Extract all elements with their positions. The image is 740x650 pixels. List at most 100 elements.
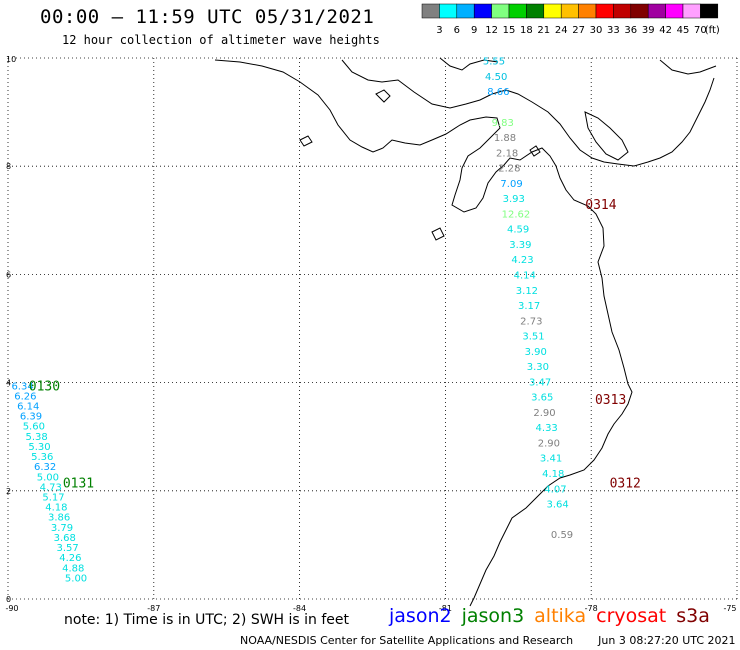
track-west-swh-label: 3.68 (54, 533, 76, 544)
track-east-swh-label: 2.90 (533, 408, 555, 419)
coastline (214, 57, 717, 607)
track-east-swh-label: 3.93 (503, 194, 525, 205)
track-west-swh-label: 4.18 (45, 503, 67, 514)
satellite-legend: jason2 jason3 altika cryosat s3a (389, 605, 720, 627)
track-west-swh-label: 3.79 (51, 523, 73, 534)
track-west-swh-label: 5.00 (65, 573, 87, 584)
track-east-swh-label: 3.90 (525, 347, 547, 358)
track-west-swh-label: 5.60 (23, 422, 45, 433)
legend-item-jason3: jason3 (461, 605, 525, 627)
map-axes: -90 -87 -84 -81 -78 -75 0 2 4 6 8 10 (5, 55, 736, 613)
track-west-swh-label: 5.00 (37, 472, 59, 483)
track-east-swh-label: 4.23 (511, 255, 533, 266)
track-east-swh-label: 9.83 (492, 118, 514, 129)
pass-time-label: 0314 (585, 198, 616, 213)
colorbar-tick-label: 24 (555, 25, 568, 36)
track-west-swh-label: 5.38 (26, 432, 48, 443)
lon-tick-label: -78 (585, 604, 598, 613)
lon-tick-label: -90 (5, 604, 18, 613)
track-east-swh-label: 7.09 (500, 179, 522, 190)
colorbar-tick-label: 70 (694, 25, 707, 36)
track-east-swh-label: 12.62 (502, 209, 531, 220)
map-grid (7, 57, 738, 600)
legend-item-altika: altika (534, 605, 587, 627)
track-east-swh-label: 3.39 (509, 240, 531, 251)
track-east-swh-label: 8.66 (487, 87, 509, 98)
track-east-swh-label: 4.33 (536, 423, 558, 434)
legend-item-cryosat: cryosat (596, 605, 667, 627)
track-west-swh-label: 6.14 (17, 402, 39, 413)
colorbar-tick-label: 21 (537, 25, 550, 36)
lat-tick-label: 2 (6, 487, 11, 496)
page-title: 00:00 – 11:59 UTC 05/31/2021 (40, 6, 375, 28)
colorbar-tick-label: 42 (659, 25, 672, 36)
track-east-swh-label: 3.41 (540, 454, 562, 465)
lon-tick-label: -84 (293, 604, 306, 613)
lat-tick-label: 10 (6, 55, 16, 64)
lat-tick-label: 4 (6, 379, 11, 388)
track-east-swh-label: 4.18 (542, 469, 564, 480)
track-east-swh-label: 3.17 (518, 301, 540, 312)
colorbar-tick-label: 27 (572, 25, 585, 36)
track-west-swh-label: 4.26 (59, 553, 81, 564)
track-west-swh-label: 6.26 (14, 391, 36, 402)
track-west-swh-label: 3.57 (56, 543, 78, 554)
note-text: note: 1) Time is in UTC; 2) SWH is in fe… (64, 612, 350, 628)
lat-tick-label: 6 (6, 270, 11, 279)
track-east-swh-label: 3.30 (527, 362, 549, 373)
colorbar-tick-label: 33 (607, 25, 620, 36)
track-east-swh-label: 0.59 (551, 530, 573, 541)
lat-tick-label: 0 (6, 595, 11, 604)
track-east-swh-label: 2.28 (498, 164, 520, 175)
coastline-far-north (439, 57, 717, 75)
track-west-swh-label: 6.34 (11, 381, 33, 392)
track-east-swh-label: 4.59 (507, 225, 529, 236)
track-west-swh-label: 4.88 (62, 563, 84, 574)
page-subtitle: 12 hour collection of altimeter wave hei… (62, 33, 380, 47)
colorbar-unit: (ft) (705, 25, 720, 36)
track-west-swh-label: 6.32 (34, 462, 56, 473)
lon-tick-label: -81 (439, 604, 452, 613)
pass-time-label: 0130 (29, 379, 60, 394)
coastline-east-lake (584, 111, 629, 161)
colorbar-tick-label: 45 (677, 25, 690, 36)
track-west-swh-label: 5.17 (42, 492, 64, 503)
colorbar-bin (700, 3, 719, 19)
colorbar-tick-label: 9 (471, 25, 477, 36)
track-east-swh-label: 3.65 (531, 393, 553, 404)
footer-timestamp: Jun 3 08:27:20 UTC 2021 (598, 634, 736, 647)
colorbar-tick-label: 18 (520, 25, 533, 36)
pass-time-label: 0312 (610, 477, 641, 492)
wave-height-colorbar: 3 6 9 12 15 18 21 24 27 30 33 36 39 42 45 70(ft) (421, 3, 720, 36)
track-west-swh-label: 5.30 (28, 442, 50, 453)
track-east-swh-label: 5.55 (483, 57, 505, 68)
coastline-north (341, 59, 715, 167)
track-east-swh-label: 3.64 (547, 500, 569, 511)
pass-time-label: 0131 (63, 477, 94, 492)
track-east-swh-label: 4.07 (544, 484, 566, 495)
colorbar-tick-label: 6 (454, 25, 460, 36)
track-west-swh-label: 4.73 (40, 482, 62, 493)
track-east-swh-label: 3.47 (529, 377, 551, 388)
colorbar-tick-label: 39 (642, 25, 655, 36)
track-east-swh-label: 2.18 (496, 148, 518, 159)
colorbar-tick-label: 3 (436, 25, 442, 36)
track-east-swh-label: 4.50 (485, 72, 507, 83)
track-west-swh-label: 3.86 (48, 513, 70, 524)
coastline-gulf-islands (299, 89, 541, 241)
pass-time-label: 0313 (595, 393, 626, 408)
colorbar-tick-label: 12 (485, 25, 498, 36)
coastline-main (214, 59, 633, 607)
legend-item-s3a: s3a (676, 605, 710, 627)
lon-tick-label: -75 (723, 604, 736, 613)
colorbar-tick-label: 15 (503, 25, 516, 36)
track-east-swh-label: 2.90 (538, 438, 560, 449)
legend-item-jason2: jason2 (389, 605, 452, 627)
footer-org: NOAA/NESDIS Center for Satellite Applica… (240, 634, 574, 647)
track-east-swh-label: 4.14 (514, 270, 536, 281)
lat-tick-label: 8 (6, 162, 11, 171)
footer: NOAA/NESDIS Center for Satellite Applica… (240, 634, 736, 647)
track-east-swh-label: 1.88 (494, 133, 516, 144)
track-east-swh-label: 3.51 (522, 332, 544, 343)
